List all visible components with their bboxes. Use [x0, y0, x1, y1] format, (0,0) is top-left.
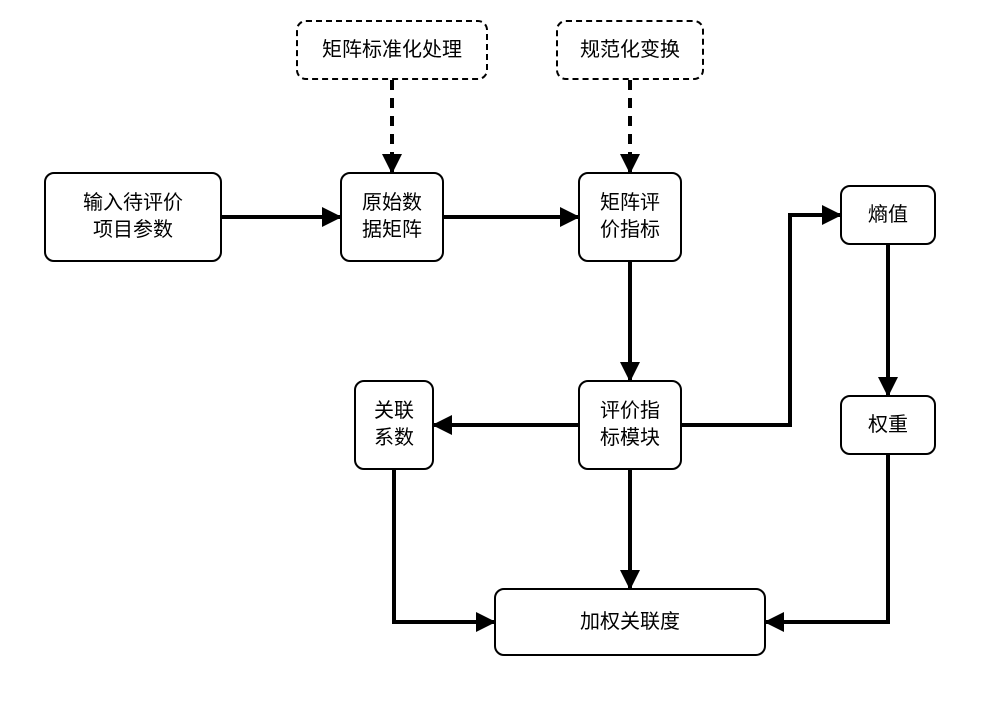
- node-std-process: 矩阵标准化处理: [296, 20, 488, 80]
- node-weighted-corr: 加权关联度: [494, 588, 766, 656]
- node-matrix-index: 矩阵评价指标: [578, 172, 682, 262]
- node-label: 输入待评价项目参数: [83, 190, 183, 244]
- node-label: 矩阵评价指标: [600, 190, 660, 244]
- node-norm-transform: 规范化变换: [556, 20, 704, 80]
- edge: [682, 215, 840, 425]
- node-raw-matrix: 原始数据矩阵: [340, 172, 444, 262]
- node-label: 权重: [868, 412, 908, 439]
- node-label: 评价指标模块: [600, 398, 660, 452]
- node-label: 矩阵标准化处理: [322, 37, 462, 64]
- node-weight: 权重: [840, 395, 936, 455]
- node-label: 熵值: [868, 202, 908, 229]
- node-label: 关联系数: [374, 398, 414, 452]
- edge: [394, 470, 494, 622]
- node-input-params: 输入待评价项目参数: [44, 172, 222, 262]
- node-entropy: 熵值: [840, 185, 936, 245]
- node-label: 原始数据矩阵: [362, 190, 422, 244]
- node-label: 加权关联度: [580, 609, 680, 636]
- edge: [766, 455, 888, 622]
- node-label: 规范化变换: [580, 37, 680, 64]
- node-correlation: 关联系数: [354, 380, 434, 470]
- node-index-module: 评价指标模块: [578, 380, 682, 470]
